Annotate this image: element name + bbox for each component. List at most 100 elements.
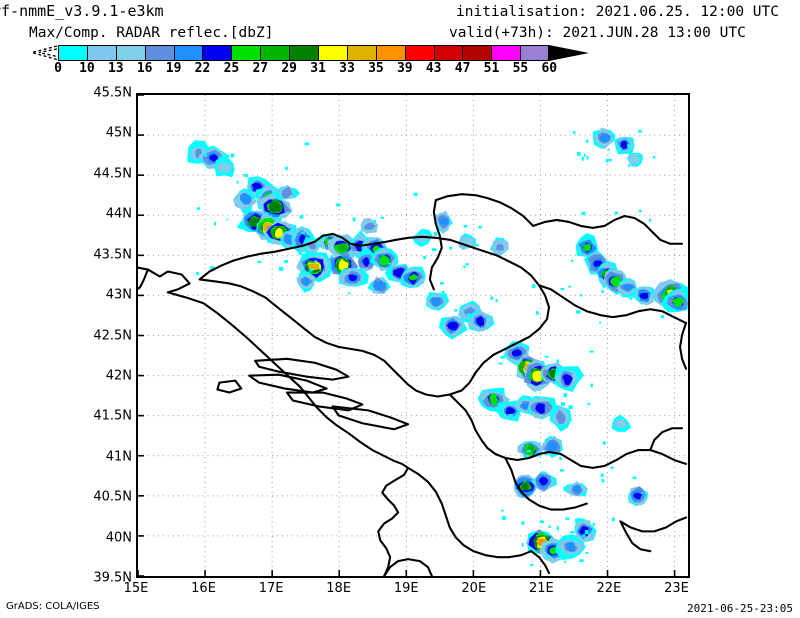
weak-echo-specks	[196, 130, 665, 567]
radar-echo-cell	[358, 248, 375, 272]
echo-contour-25	[489, 393, 499, 407]
x-tick-18E: 18E	[326, 581, 352, 596]
radar-echo-cell	[496, 400, 521, 422]
colorbar-tick-27: 27	[252, 61, 269, 76]
y-tick-44N: 44N	[105, 206, 132, 222]
x-tick-21E: 21E	[528, 581, 554, 596]
echo-contour-22	[446, 321, 459, 331]
colorbar-band-35	[375, 45, 405, 61]
radar-echo-cell	[296, 269, 317, 293]
echo-contour-25	[583, 243, 591, 252]
colorbar-band-43	[433, 45, 463, 61]
colorbar-tick-43: 43	[425, 61, 442, 76]
chalkidiki	[619, 520, 652, 553]
echo-contour-25	[408, 273, 419, 281]
echo-contour-22	[593, 260, 603, 268]
echo-contour-22	[562, 374, 573, 386]
echo-contour-19	[284, 233, 294, 244]
echo-contour-31	[532, 370, 543, 382]
radar-echo-cell	[367, 276, 391, 295]
radar-echo-cell	[616, 278, 637, 298]
gridlines	[138, 95, 688, 576]
echo-contour-19	[622, 283, 634, 291]
radar-echo-cell	[490, 237, 509, 257]
x-tick-17E: 17E	[258, 581, 284, 596]
y-tick-43.5N: 43.5N	[93, 247, 132, 263]
radar-echo-cell	[338, 267, 370, 287]
radar-echo-cell	[477, 387, 510, 413]
radar-echo-cell	[526, 395, 557, 420]
radar-echo-cell	[553, 366, 585, 392]
x-tick-16E: 16E	[191, 581, 216, 596]
echo-contour-27	[335, 243, 350, 252]
axis-tick-marks	[138, 95, 676, 576]
radar-echo-cell	[563, 481, 589, 497]
radar-echo-cell	[273, 184, 301, 200]
echo-contour-19	[439, 218, 449, 226]
echo-contour-25	[549, 546, 558, 555]
echo-contour-22	[348, 274, 358, 282]
echo-contour-22	[511, 349, 523, 357]
echo-contour-22	[505, 406, 516, 415]
radar-echo-cell	[575, 233, 599, 257]
echo-contour-22	[476, 316, 485, 327]
colorbar-band-16	[144, 45, 174, 61]
y-tick-39.5N: 39.5N	[93, 570, 132, 586]
radar-echo-cell	[503, 341, 530, 366]
radar-echo-cell	[260, 190, 293, 224]
radar-echo-cell	[530, 471, 558, 493]
colorbar-band-51	[491, 45, 521, 61]
colorbar-band-33	[346, 45, 376, 61]
echo-contour-19	[302, 276, 310, 286]
echo-contour-22	[538, 476, 549, 486]
y-tick-42.5N: 42.5N	[93, 328, 132, 343]
echo-contour-33	[307, 263, 320, 270]
colorbar-band-27	[260, 45, 290, 61]
radar-echo-cell	[400, 266, 426, 288]
echo-contour-19	[374, 280, 386, 291]
echo-contour-29	[268, 201, 284, 213]
colorbar: 0 10 13 16 19 22 25 27 29 31 33 35 39 43 47 51 55 60	[30, 45, 590, 76]
echo-contour-31	[274, 227, 283, 239]
y-tick-45N: 45N	[105, 125, 132, 141]
montenegro-border	[448, 393, 688, 469]
colorbar-bands	[58, 45, 550, 61]
echo-contour-25	[671, 297, 685, 307]
colorbar-under-range-arrow	[30, 45, 58, 61]
echo-contour-19	[566, 541, 575, 552]
colorbar-tick-55: 55	[512, 61, 529, 76]
echo-contour-22	[578, 526, 589, 538]
y-tick-44.5N: 44.5N	[93, 166, 132, 182]
colorbar-tick-47: 47	[454, 61, 471, 76]
colorbar-tick-0: 0	[54, 61, 62, 76]
echo-contour-19	[431, 297, 441, 307]
radar-echo-cell	[438, 315, 468, 340]
radar-echo-cell	[614, 136, 635, 155]
geography-layer	[138, 193, 688, 576]
echo-contour-22	[639, 292, 649, 300]
echo-contour-22	[209, 154, 219, 162]
serbia-border	[538, 284, 688, 325]
map-plot-area[interactable]	[136, 93, 690, 578]
island-brac	[285, 391, 364, 412]
colorbar-tick-25: 25	[223, 61, 240, 76]
y-tick-41.5N: 41.5N	[93, 408, 132, 424]
x-tick-20E: 20E	[461, 581, 487, 596]
colorbar-band-19	[173, 45, 203, 61]
aegean-coast	[619, 516, 688, 533]
island-cres	[248, 373, 328, 394]
x-tick-15E: 15E	[123, 581, 149, 596]
colorbar-tick-29: 29	[281, 61, 298, 76]
danube-border	[532, 214, 684, 245]
x-tick-23E: 23E	[664, 581, 689, 596]
y-tick-43N: 43N	[105, 287, 132, 303]
bosnia-border	[198, 232, 551, 398]
x-axis-labels: 15E 16E 17E 18E 19E 20E 21E 22E 23E	[124, 581, 690, 600]
colorbar-tick-31: 31	[310, 61, 326, 76]
colorbar-band-25	[231, 45, 261, 61]
island-hvar	[331, 405, 410, 431]
vojvodina-west	[428, 199, 443, 291]
radar-echo-cell	[467, 310, 495, 332]
colorbar-band-47	[462, 45, 492, 61]
x-tick-22E: 22E	[596, 581, 622, 596]
